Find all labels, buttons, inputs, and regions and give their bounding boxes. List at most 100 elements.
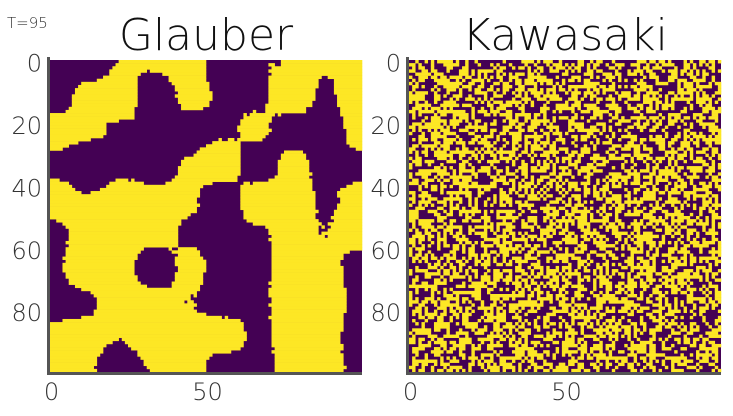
heatmap-cell-run (543, 113, 547, 117)
heatmap-cell-run (583, 237, 591, 242)
heatmap-cell-run (577, 128, 600, 133)
heatmap-cell-run (483, 219, 491, 223)
heatmap-cell-run (337, 94, 363, 98)
heatmap-cell-run (717, 187, 722, 192)
heatmap-cell-run (624, 169, 631, 173)
heatmap-cell-run (508, 187, 516, 192)
heatmap-cell-run (71, 103, 138, 108)
heatmap-cell-run (593, 88, 600, 92)
heatmap-cell-run (452, 113, 469, 117)
heatmap-cell-run (458, 212, 463, 217)
heatmap-cell-run (477, 75, 482, 80)
heatmap-cell-run (81, 315, 222, 320)
heatmap-cell-run (593, 269, 597, 273)
heatmap-cell-run (433, 78, 450, 83)
heatmap-cell-run (596, 234, 606, 239)
heatmap-cell-run (671, 262, 687, 267)
heatmap-cell-run (409, 175, 413, 179)
heatmap-cell-run (99, 187, 201, 192)
heatmap-cell-run (664, 150, 678, 154)
heatmap-cell-run (599, 84, 606, 89)
heatmap-cell-run (502, 219, 507, 223)
heatmap-cell-run (630, 350, 634, 354)
heatmap-cell-run (409, 162, 413, 167)
heatmap-cell-run (536, 328, 541, 332)
heatmap-cell-run (561, 306, 569, 310)
heatmap-cell-run (643, 325, 647, 329)
heatmap-cell-run (433, 278, 441, 282)
heatmap-cell-run (499, 156, 513, 161)
heatmap-cell-run (677, 153, 687, 158)
heatmap-cell-run (696, 325, 700, 329)
heatmap-cell-run (455, 322, 460, 326)
heatmap-cell-run (639, 169, 650, 173)
heatmap-cell-run (667, 91, 675, 95)
heatmap-cell-run (493, 156, 497, 161)
heatmap-cell-run (483, 212, 488, 217)
heatmap-cell-run (483, 312, 494, 317)
heatmap-cell-run (462, 297, 469, 301)
heatmap-cell-run (633, 306, 638, 310)
heatmap-cell-run (683, 306, 687, 310)
heatmap-cell-run (611, 328, 622, 332)
heatmap-cell-run (605, 287, 613, 292)
heatmap-cell-run (677, 91, 694, 95)
heatmap-cell-run (505, 322, 513, 326)
heatmap-cell-run (527, 128, 535, 133)
heatmap-cell-run (437, 156, 447, 161)
heatmap-cell-run (177, 269, 207, 273)
heatmap-cell-run (527, 206, 531, 211)
heatmap-cell-run (493, 300, 497, 304)
heatmap-cell-run (708, 144, 712, 148)
heatmap-cell-run (630, 84, 638, 89)
heatmap-cell-run (50, 178, 60, 182)
heatmap-cell-run (589, 206, 594, 211)
heatmap-cell-run (561, 284, 569, 289)
heatmap-cell-run (443, 262, 447, 267)
heatmap-cell-run (56, 219, 182, 223)
heatmap-cell-run (583, 231, 600, 236)
heatmap-cell-run (437, 337, 444, 342)
heatmap-cell-run (487, 347, 494, 351)
heatmap-cell-run (536, 60, 541, 64)
heatmap-cell-run (674, 209, 681, 214)
heatmap-cell-run (471, 181, 478, 186)
heatmap-cell-run (614, 122, 622, 126)
heatmap-cell-run (499, 191, 507, 195)
heatmap-cell-run (421, 131, 425, 136)
heatmap-cell-run (277, 169, 310, 173)
heatmap-cell-run (424, 228, 429, 232)
heatmap-cell-run (618, 287, 625, 292)
heatmap-cell-run (533, 222, 538, 226)
heatmap-cell-run (571, 322, 575, 326)
heatmap-cell-run (580, 228, 591, 232)
heatmap-cell-run (611, 231, 628, 236)
heatmap-cell-run (409, 297, 413, 301)
heatmap-cell-run (667, 141, 675, 145)
heatmap-cell-run (555, 197, 563, 201)
heatmap-cell-run (680, 247, 687, 251)
heatmap-cell-run (649, 72, 656, 76)
heatmap-cell-run (458, 169, 475, 173)
heatmap-cell-run (686, 228, 697, 232)
heatmap-cell-run (515, 259, 528, 264)
heatmap-cell-run (437, 318, 444, 323)
heatmap-cell-run (661, 359, 666, 363)
heatmap-cell-run (452, 169, 457, 173)
heatmap-cell-run (443, 365, 447, 370)
heatmap-cell-run (437, 297, 441, 301)
heatmap-cell-run (418, 169, 447, 173)
heatmap-cell-run (639, 290, 644, 295)
heatmap-cell-run (546, 290, 550, 295)
heatmap-cell-run (702, 237, 706, 242)
heatmap-cell-run (171, 81, 210, 86)
heatmap-cell-run (518, 365, 522, 370)
heatmap-cell-run (599, 281, 613, 285)
heatmap-cell-run (686, 331, 694, 335)
glauber-heatmap (50, 60, 363, 373)
heatmap-cell-run (243, 216, 316, 220)
heatmap-cell-run (624, 328, 631, 332)
heatmap-cell-run (571, 75, 581, 80)
heatmap-cell-run (271, 309, 347, 314)
